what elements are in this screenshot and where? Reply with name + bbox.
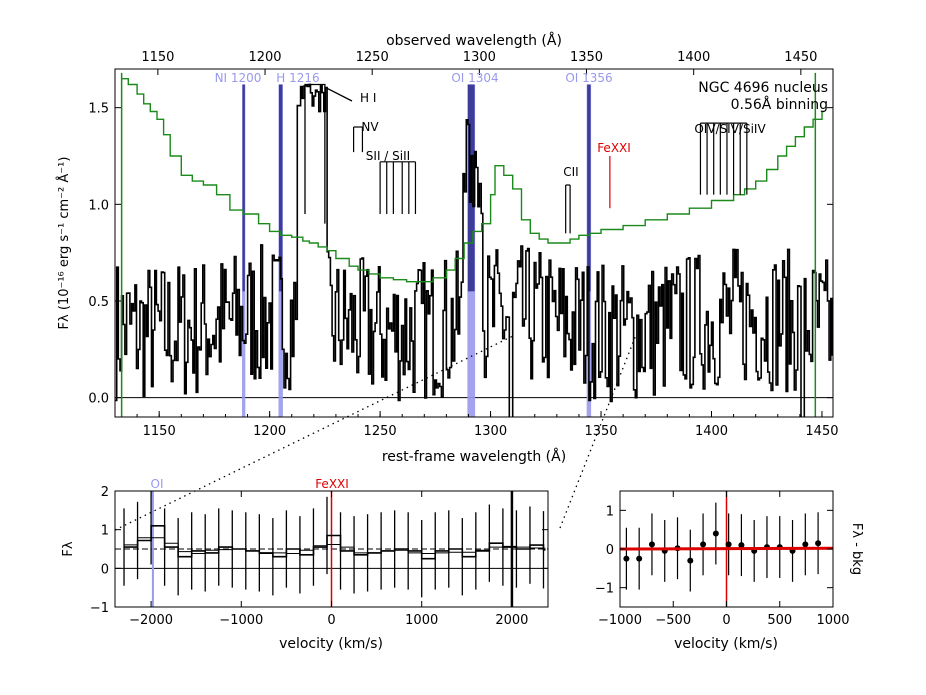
stellar-template (121, 78, 824, 283)
main-x2tick-label-4: 1350 (570, 50, 603, 65)
velocity-xtick-label-4: 2000 (495, 613, 528, 628)
velocity-ytick-label-3: 2 (101, 485, 109, 500)
main-x2tick-label-3: 1300 (463, 50, 496, 65)
velocity-ytick-label-0: −1 (90, 601, 109, 616)
residual-point-2 (648, 541, 655, 548)
velocity-panel: −2000 −1000 0 1000 2000 −1 0 1 2 velocity (km/s)… (61, 477, 549, 652)
residual-point-5 (687, 557, 694, 564)
main-axes-frame (114, 68, 834, 418)
velocity-xtick-label-3: 1000 (405, 613, 438, 628)
residual-ytick-label-1: 0 (606, 543, 614, 558)
velocity-xtick-label-0: −2000 (129, 613, 173, 628)
airglow-label-1: NI 1200 (215, 71, 262, 85)
residual-xtick-label-3: 500 (767, 613, 792, 628)
main-xtick-label-2: 1250 (364, 424, 397, 439)
marker-label-0: H I (360, 91, 376, 105)
main-x2tick-label-5: 1400 (677, 50, 710, 65)
residual-xtick-label-4: 1000 (816, 613, 849, 628)
residual-xtick-label-2: 0 (722, 613, 730, 628)
main-xtick-label-5: 1400 (695, 424, 728, 439)
main-x2tick-label-2: 1250 (356, 50, 389, 65)
marker-bracket-h-i (304, 83, 326, 224)
marker-label-3: CII (563, 165, 578, 179)
main-subtitle: 0.56Å binning (731, 96, 828, 113)
velocity-x-axis-label: velocity (km/s) (279, 636, 383, 652)
residual-y-axis-label: Fλ - bkg (849, 523, 864, 575)
velocity-y-axis-label: Fλ (61, 541, 76, 556)
velocity-marker-label-oi: OI (151, 477, 164, 491)
residual-point-7 (712, 530, 719, 537)
main-ytick-label-3: 1.5 (88, 102, 109, 117)
main-y-axis-label: Fλ (10⁻¹⁶ erg s⁻¹ cm⁻² Å⁻¹) (56, 157, 72, 330)
main-x2tick-label-0: 1150 (141, 50, 174, 65)
velocity-ytick-label-2: 1 (101, 524, 109, 539)
main-xtick-label-0: 1150 (143, 424, 176, 439)
residual-xtick-label-0: −1000 (598, 613, 642, 628)
main-xtick-label-3: 1300 (474, 424, 507, 439)
residual-fit-line (620, 546, 833, 551)
main-x2tick-label-6: 1450 (784, 50, 817, 65)
residual-point-0 (623, 555, 630, 562)
velocity-xtick-label-1: −1000 (219, 613, 263, 628)
airglow-label-2: H 1216 (276, 71, 319, 85)
residual-point-1 (636, 555, 643, 562)
residual-panel: −1000 −500 0 500 1000 −1 0 1 velocity (km/s) Fλ… (595, 490, 864, 652)
main-ytick-label-1: 0.5 (88, 295, 109, 310)
main-x2tick-label-1: 1200 (248, 50, 281, 65)
velocity-spectrum (124, 525, 546, 560)
airglow-band-core-2 (278, 84, 283, 292)
velocity-ytick-label-1: 0 (101, 562, 109, 577)
main-ytick-label-2: 1.0 (88, 198, 109, 213)
main-spectrum-panel: 1150 1200 1250 1300 1350 1400 1450 1150 1200 1250… (56, 32, 839, 465)
residual-xtick-label-1: −500 (655, 613, 691, 628)
marker-label-1: NV (361, 120, 379, 134)
observed-spectrum (115, 83, 833, 417)
airglow-label-4: OI 1356 (565, 71, 612, 85)
main-xtick-label-6: 1450 (805, 424, 838, 439)
residual-ytick-label-0: −1 (595, 582, 614, 597)
velocity-xtick-label-2: 0 (327, 613, 335, 628)
main-x-axis-label: rest-frame wavelength (Å) (382, 448, 566, 465)
main-title: NGC 4696 nucleus (698, 80, 828, 96)
airglow-band-core-4 (587, 84, 591, 292)
residual-point-6 (700, 541, 707, 548)
velocity-marker-label-fexxi: FeXXI (315, 477, 349, 491)
velocity-spectrum-smoothed (124, 537, 546, 554)
residual-ytick-label-2: 1 (606, 504, 614, 519)
main-top-axis-label: observed wavelength (Å) (386, 32, 562, 49)
airglow-label-3: OI 1304 (451, 71, 498, 85)
main-xtick-label-4: 1350 (584, 424, 617, 439)
residual-point-15 (815, 540, 822, 547)
residual-x-axis-label: velocity (km/s) (674, 636, 778, 652)
residual-point-14 (802, 541, 809, 548)
main-xtick-label-1: 1200 (253, 424, 286, 439)
marker-label-2: SII / SiII (366, 149, 410, 163)
marker-pointer-h-i (326, 87, 353, 102)
residual-point-8 (725, 541, 732, 548)
airglow-band-core-1 (242, 84, 245, 292)
residual-point-9 (738, 542, 745, 549)
main-ytick-label-0: 0.0 (88, 392, 109, 407)
marker-label-5: OIV/SIV/SiIV (694, 122, 766, 136)
marker-label-4: FeXXI (597, 141, 631, 155)
